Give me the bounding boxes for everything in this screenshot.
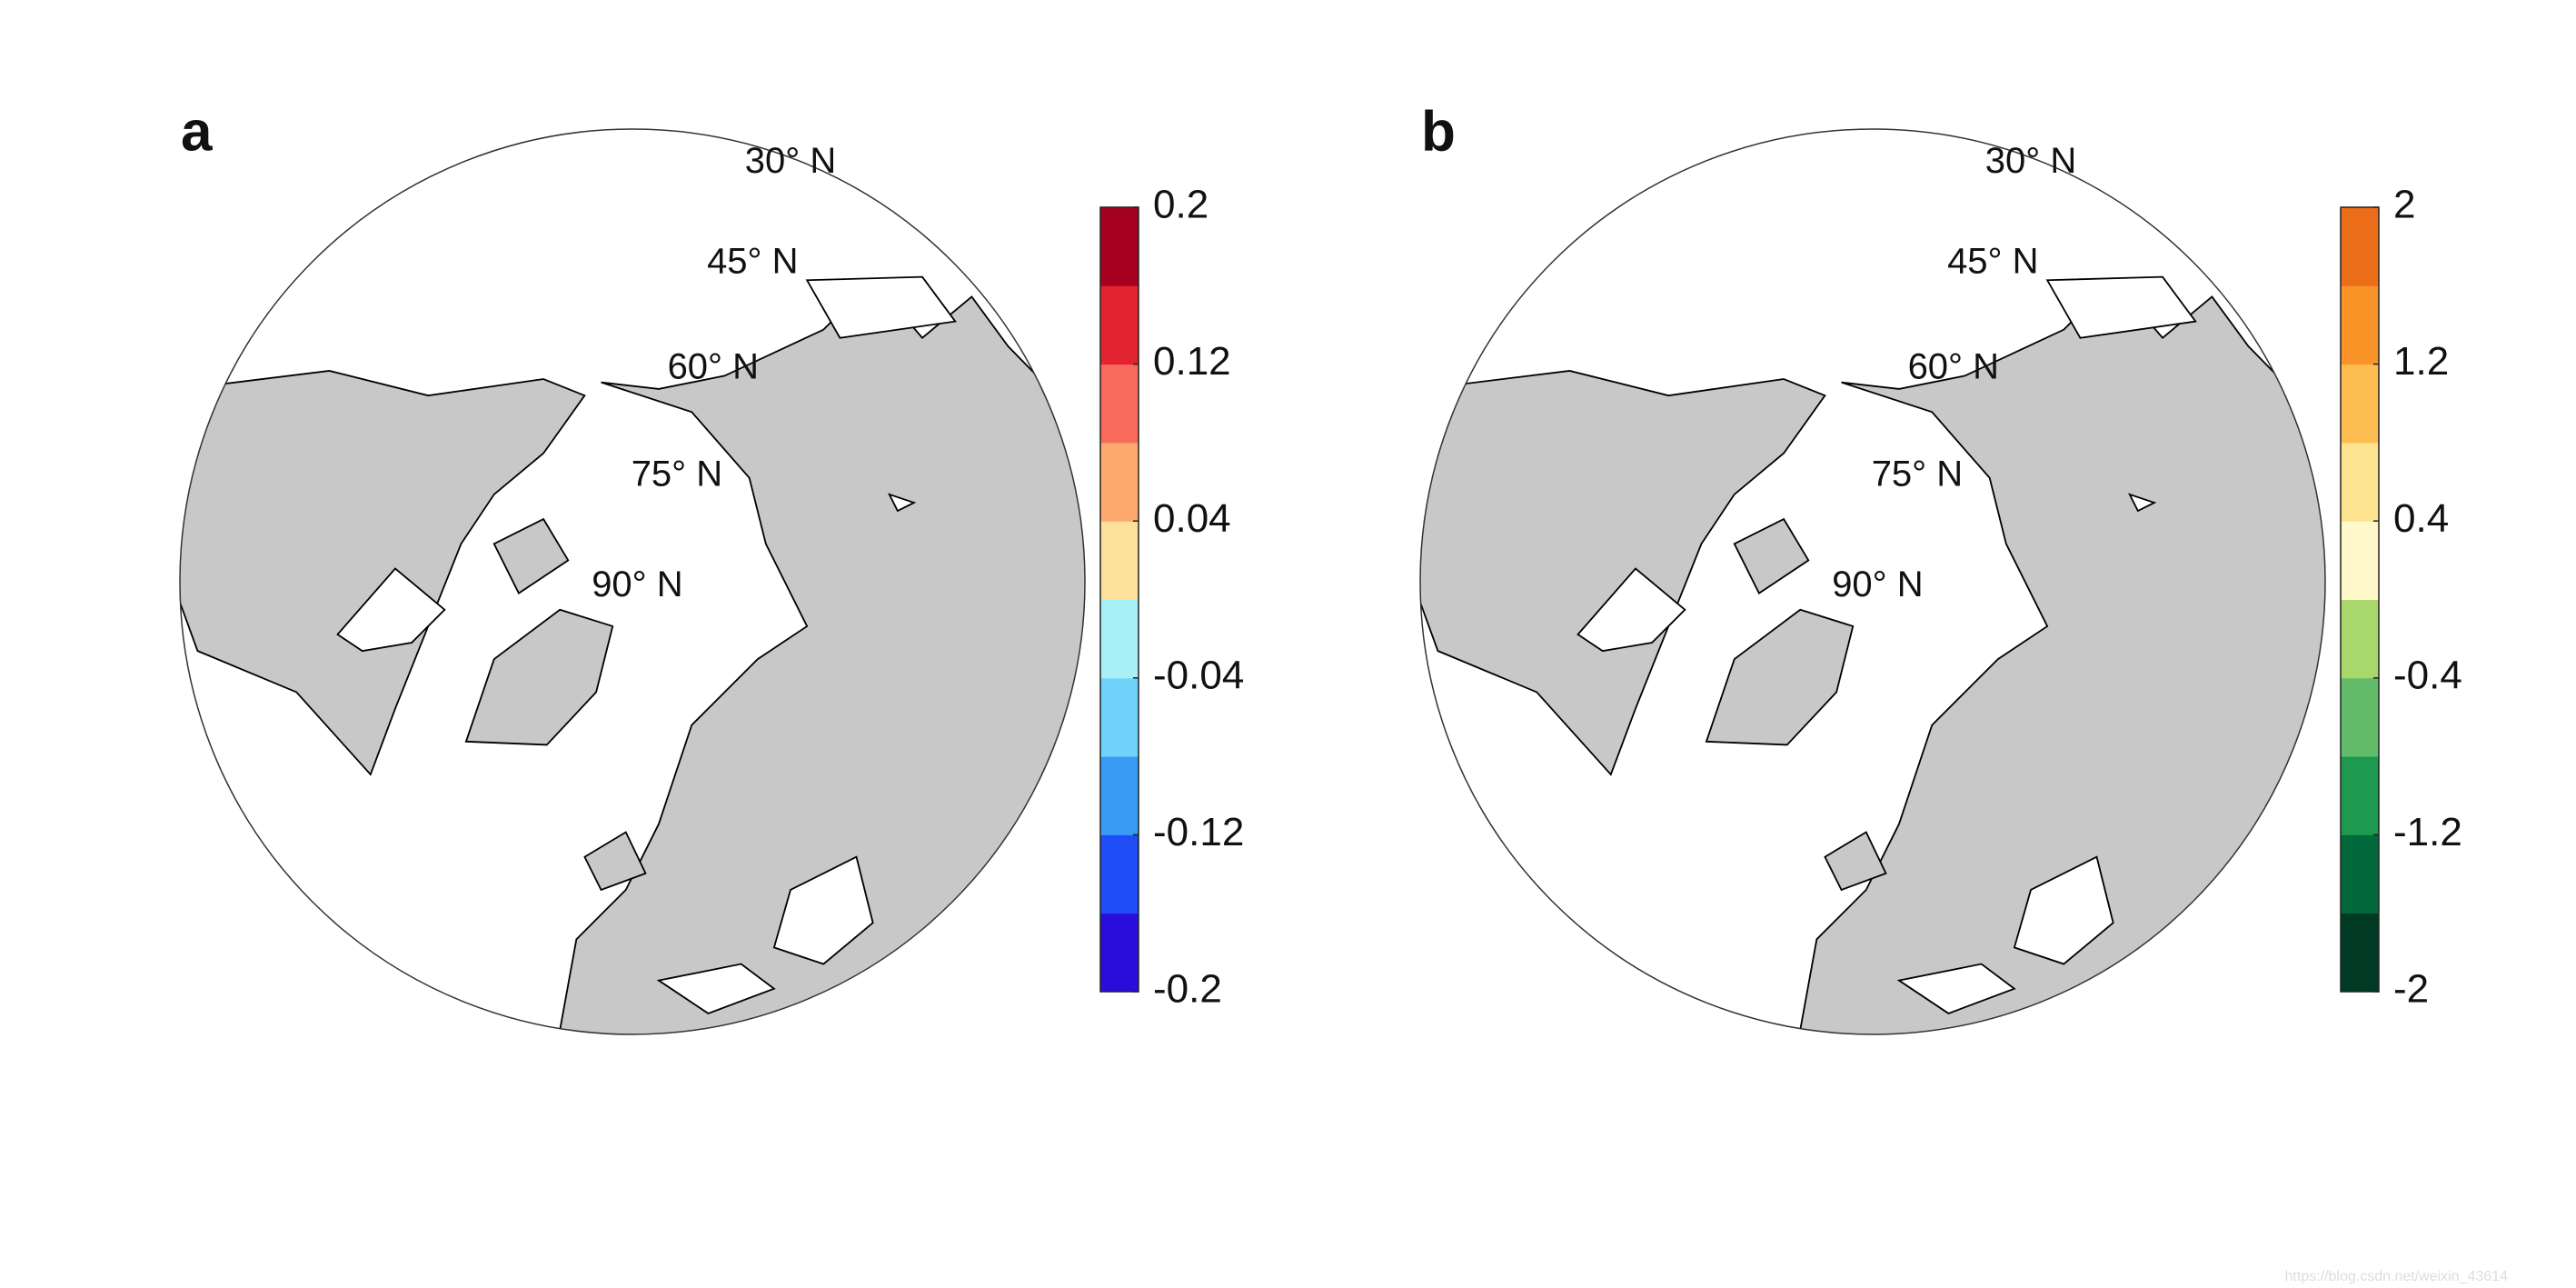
colorbar-tick-label: 0.04 [1153,496,1231,541]
colorbar-tick-label: -0.12 [1153,810,1244,854]
colorbar-segment [1100,834,1139,914]
map-boundary [179,128,1086,1035]
latitude-label: 90° N [1832,564,1924,604]
latitude-label: 30° N [1985,141,2077,181]
map-panel: b 30° N 45° N 60° N 75° N 90° N -2 -1.2 -0.4 0.4 1… [1339,100,2462,1153]
colorbar-tick-label: -1.2 [2393,810,2462,854]
colorbar-segment [1100,521,1139,600]
colorbar-segment [2341,756,2379,835]
latitude-label: 60° N [1908,347,2000,387]
colorbar-tick-label: -0.04 [1153,653,1244,697]
colorbar-segment [1100,442,1139,522]
colorbar-segment [1100,285,1139,365]
colorbar-frame [1099,206,1139,993]
panel-label: b [1421,100,1456,163]
colorbar-segment [1100,913,1139,993]
colorbar-segment [2341,364,2379,444]
colorbar-segment [1100,599,1139,679]
colorbar-segment [2341,834,2379,914]
colorbar-tick-label: 1.2 [2393,339,2449,384]
colorbar-segment [2341,207,2379,286]
land-masses [99,277,1153,1153]
colorbar-segment [1100,364,1139,444]
map-boundary [1419,128,2326,1035]
colorbar-tick-label: 2 [2393,183,2415,227]
colorbar-tick-label: -2 [2393,967,2429,1012]
colorbar-segment [2341,442,2379,522]
colorbar-segment [2341,599,2379,679]
colorbar-segment [1100,756,1139,835]
latitude-label: 45° N [707,242,799,282]
map-panel: a 30° N 45° N 60° N 75° N 90° N -0.2 -0.12 -0.04… [99,100,1244,1153]
colorbar-tick-label: 0.4 [2393,496,2449,541]
watermark: https://blog.csdn.net/weixin_43614 [2285,1269,2509,1284]
colorbar-frame [2340,206,2380,993]
panel-label: a [181,100,213,163]
latitude-label: 90° N [592,564,683,604]
colorbar-tick-label: 0.2 [1153,183,1208,227]
latitude-label: 45° N [1947,242,2039,282]
land-masses [1339,277,2393,1153]
colorbar-segment [2341,521,2379,600]
colorbar-tick-label: -0.4 [2393,653,2462,697]
colorbar-segment [1100,677,1139,757]
latitude-label: 60° N [668,347,760,387]
latitude-label: 30° N [745,141,837,181]
colorbar-tick-label: -0.2 [1153,967,1222,1012]
latitude-label: 75° N [1872,454,1964,494]
colorbar-segment [2341,913,2379,993]
colorbar-segment [2341,677,2379,757]
colorbar-segment [1100,207,1139,286]
colorbar-tick-label: 0.12 [1153,339,1231,384]
colorbar-segment [2341,285,2379,365]
latitude-label: 75° N [632,454,723,494]
